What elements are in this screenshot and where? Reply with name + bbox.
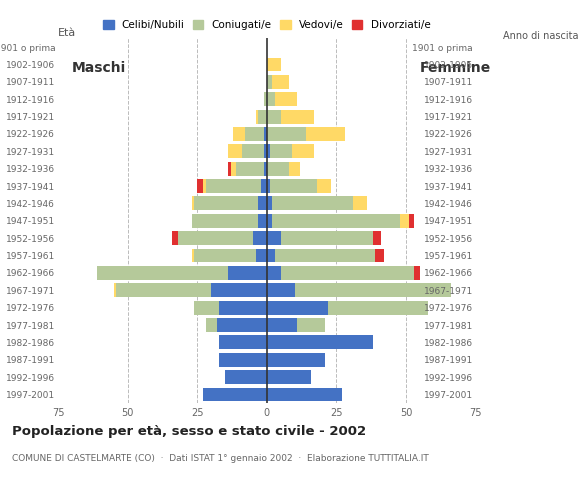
Bar: [372, 231, 381, 245]
Bar: [256, 109, 259, 123]
Bar: [267, 231, 281, 245]
Bar: [267, 387, 342, 401]
Text: COMUNE DI CASTELMARTE (CO)  ·  Dati ISTAT 1° gennaio 2002  ·  Elaborazione TUTTI: COMUNE DI CASTELMARTE (CO) · Dati ISTAT …: [12, 454, 429, 463]
Bar: [267, 283, 295, 297]
Bar: [228, 144, 242, 158]
Bar: [253, 231, 267, 245]
Bar: [281, 109, 314, 123]
Bar: [114, 283, 117, 297]
Bar: [236, 162, 264, 176]
Bar: [203, 387, 267, 401]
Bar: [172, 231, 177, 245]
Bar: [317, 179, 331, 193]
Bar: [205, 318, 217, 332]
Bar: [194, 300, 219, 314]
Bar: [267, 214, 273, 228]
Text: Maschi: Maschi: [72, 61, 126, 75]
Bar: [267, 336, 372, 349]
Bar: [245, 127, 264, 141]
Bar: [270, 144, 292, 158]
Bar: [375, 249, 384, 263]
Bar: [219, 353, 267, 367]
Bar: [264, 144, 267, 158]
Bar: [267, 300, 328, 314]
Bar: [231, 162, 236, 176]
Bar: [194, 249, 256, 263]
Bar: [267, 196, 273, 210]
Text: Femmine: Femmine: [420, 61, 491, 75]
Bar: [259, 196, 267, 210]
Bar: [353, 196, 367, 210]
Bar: [306, 127, 345, 141]
Bar: [267, 266, 281, 280]
Bar: [191, 249, 194, 263]
Bar: [275, 92, 298, 106]
Bar: [228, 162, 231, 176]
Bar: [97, 266, 228, 280]
Bar: [267, 109, 281, 123]
Bar: [267, 127, 306, 141]
Bar: [273, 196, 353, 210]
Bar: [281, 231, 372, 245]
Bar: [225, 370, 267, 384]
Bar: [292, 144, 314, 158]
Text: Popolazione per età, sesso e stato civile - 2002: Popolazione per età, sesso e stato civil…: [12, 425, 366, 438]
Bar: [191, 214, 259, 228]
Bar: [409, 214, 414, 228]
Bar: [228, 266, 267, 280]
Bar: [117, 283, 211, 297]
Bar: [267, 249, 275, 263]
Bar: [256, 249, 267, 263]
Bar: [267, 58, 281, 72]
Bar: [261, 179, 267, 193]
Bar: [295, 283, 451, 297]
Bar: [191, 196, 194, 210]
Bar: [267, 353, 325, 367]
Bar: [273, 75, 289, 89]
Bar: [289, 162, 300, 176]
Bar: [219, 300, 267, 314]
Bar: [414, 266, 420, 280]
Text: Età: Età: [58, 28, 76, 38]
Bar: [219, 336, 267, 349]
Text: Anno di nascita: Anno di nascita: [503, 31, 579, 41]
Bar: [328, 300, 428, 314]
Bar: [267, 144, 270, 158]
Bar: [267, 75, 273, 89]
Bar: [267, 162, 289, 176]
Bar: [264, 92, 267, 106]
Bar: [264, 162, 267, 176]
Bar: [259, 214, 267, 228]
Bar: [267, 92, 275, 106]
Bar: [205, 179, 261, 193]
Bar: [242, 144, 264, 158]
Bar: [177, 231, 253, 245]
Bar: [233, 127, 245, 141]
Bar: [267, 179, 270, 193]
Bar: [267, 318, 298, 332]
Bar: [203, 179, 205, 193]
Bar: [217, 318, 267, 332]
Bar: [298, 318, 325, 332]
Bar: [197, 179, 203, 193]
Bar: [264, 127, 267, 141]
Bar: [270, 179, 317, 193]
Bar: [194, 196, 259, 210]
Bar: [267, 370, 311, 384]
Bar: [211, 283, 267, 297]
Legend: Celibi/Nubili, Coniugati/e, Vedovi/e, Divorziati/e: Celibi/Nubili, Coniugati/e, Vedovi/e, Di…: [103, 20, 430, 30]
Bar: [281, 266, 414, 280]
Bar: [273, 214, 400, 228]
Bar: [275, 249, 375, 263]
Bar: [259, 109, 267, 123]
Bar: [400, 214, 409, 228]
